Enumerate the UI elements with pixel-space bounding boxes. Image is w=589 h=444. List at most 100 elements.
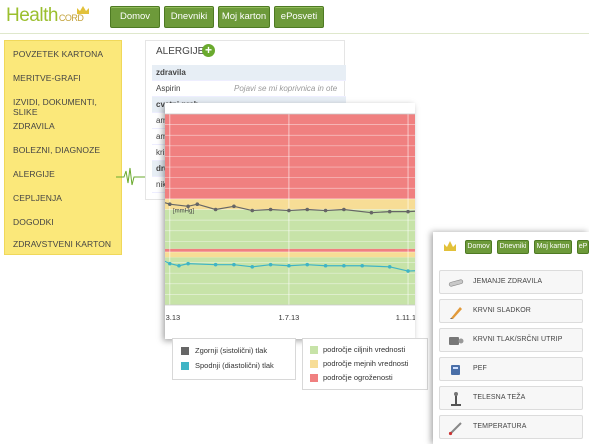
- sidebar-item-meritve[interactable]: MERITVE-GRAFI: [13, 73, 81, 83]
- menu-telesna-teza[interactable]: TELESNA TEŽA: [439, 386, 583, 410]
- data-point: [250, 208, 255, 213]
- thermometer-icon: [448, 422, 462, 436]
- pen-injector-icon: [450, 307, 462, 319]
- legend-swatch-diastolic: [181, 362, 189, 370]
- sidebar-item-zdravila[interactable]: ZDRAVILA: [13, 121, 55, 131]
- data-point: [305, 207, 310, 212]
- data-point: [186, 204, 190, 209]
- menu-krvni-sladkor[interactable]: KRVNI SLADKOR: [439, 299, 583, 323]
- mobile-app-panel: Domov Dnevniki Moj karton eP JEMANJE ZDR…: [433, 232, 589, 444]
- menu-jemanje-zdravila[interactable]: JEMANJE ZDRAVILA: [439, 270, 583, 294]
- menu-label: KRVNI SLADKOR: [473, 307, 531, 314]
- blood-pressure-cuff-icon: [449, 337, 464, 345]
- data-point: [195, 202, 200, 206]
- data-point: [250, 265, 255, 269]
- plot-border: [165, 113, 415, 306]
- logo-main-text: Health: [6, 5, 58, 26]
- allergy-label: kriš: [156, 148, 169, 157]
- mobile-nav-dnevniki[interactable]: Dnevniki: [497, 240, 529, 254]
- add-allergy-icon[interactable]: +: [202, 44, 215, 57]
- legend-danger-zone: področje ogroženosti: [323, 373, 393, 382]
- app-logo[interactable]: HealthCORD: [6, 5, 84, 27]
- zone-legend: področje ciljnih vrednosti področje mejn…: [302, 338, 428, 390]
- top-bar: HealthCORD Domov Dnevniki Moj karton ePo…: [0, 0, 589, 32]
- legend-target-zone: področje ciljnih vrednosti: [323, 345, 406, 354]
- chart-zone: [165, 251, 415, 258]
- nav-dnevniki-button[interactable]: Dnevniki: [164, 6, 214, 28]
- nav-domov-button[interactable]: Domov: [110, 6, 160, 28]
- legend-systolic: Zgornji (sistolični) tlak: [195, 346, 268, 355]
- peak-flow-meter-icon: [451, 365, 460, 375]
- data-point: [186, 261, 190, 266]
- data-point: [167, 202, 172, 206]
- mobile-nav-moj-karton[interactable]: Moj karton: [534, 240, 572, 254]
- chart-zone: [165, 198, 415, 210]
- allergy-row[interactable]: zdravila: [152, 65, 346, 81]
- data-point: [268, 262, 273, 267]
- allergy-label: amb: [156, 116, 172, 125]
- data-point: [268, 207, 273, 212]
- header-divider: [0, 33, 589, 34]
- sidebar-item-dogodki[interactable]: DOGODKI: [13, 217, 54, 227]
- data-point: [177, 263, 181, 268]
- sidebar-item-bolezni[interactable]: BOLEZNI, DIAGNOZE: [13, 145, 101, 155]
- sidebar-item-cepljenja[interactable]: CEPLJENJA: [13, 193, 63, 203]
- data-point: [213, 262, 218, 267]
- data-point: [323, 263, 328, 268]
- chart-zone: [165, 209, 415, 249]
- crown-icon: [444, 241, 456, 251]
- allergy-note: Pojavi se mi koprivnica in ote: [234, 84, 338, 93]
- data-point: [369, 210, 374, 215]
- mobile-nav-domov[interactable]: Domov: [465, 240, 492, 254]
- data-point: [213, 207, 218, 212]
- x-tick-label: 1.7.13: [278, 313, 299, 322]
- menu-label: PEF: [473, 365, 487, 372]
- allergy-label: Aspirin: [156, 84, 181, 93]
- data-point: [342, 207, 346, 212]
- data-point: [305, 262, 310, 267]
- data-point: [232, 204, 236, 209]
- legend-swatch-danger: [310, 374, 318, 382]
- blood-pressure-chart-card: 4050607080901001101201301401501601701801…: [165, 103, 415, 339]
- data-point: [232, 262, 236, 267]
- nav-moj-karton-button[interactable]: Moj karton: [218, 6, 270, 28]
- data-point: [387, 265, 392, 269]
- crown-icon: [77, 6, 89, 14]
- blood-pressure-chart: 4050607080901001101201301401501601701801…: [165, 113, 415, 322]
- x-tick-label: 1.3.13: [165, 313, 180, 322]
- legend-swatch-borderline: [310, 360, 318, 368]
- logo-small-text: CORD: [58, 13, 84, 23]
- scale-icon: [451, 392, 461, 406]
- mobile-nav-eposveti[interactable]: eP: [577, 240, 589, 254]
- legend-diastolic: Spodnji (diastolični) tlak: [195, 361, 274, 370]
- data-point: [360, 263, 365, 268]
- allergy-title: ALERGIJE: [156, 46, 205, 57]
- data-point: [406, 269, 410, 273]
- allergy-label: amb: [156, 132, 172, 141]
- data-point: [287, 208, 291, 213]
- pill-icon: [448, 279, 464, 287]
- chart-zone: [165, 248, 415, 252]
- y-axis-label: [mmHg]: [173, 209, 194, 215]
- menu-pef[interactable]: PEF: [439, 357, 583, 381]
- allergy-row[interactable]: Aspirin Pojavi se mi koprivnica in ote: [152, 81, 346, 97]
- series-legend: Zgornji (sistolični) tlak Spodnji (diast…: [172, 338, 296, 380]
- mobile-menu: JEMANJE ZDRAVILA KRVNI SLADKOR KRVNI TLA…: [439, 270, 583, 444]
- data-point: [342, 263, 346, 268]
- series-line-diastolic: [165, 260, 415, 272]
- sidebar-item-izvidi[interactable]: IZVIDI, DOKUMENTI, SLIKE: [13, 97, 97, 117]
- data-point: [323, 208, 328, 213]
- sidebar-item-zdravstveni-karton[interactable]: ZDRAVSTVENI KARTON: [13, 239, 112, 249]
- nav-eposveti-button[interactable]: ePosveti: [274, 6, 324, 28]
- sidebar: POVZETEK KARTONA MERITVE-GRAFI IZVIDI, D…: [4, 40, 122, 255]
- mobile-top-bar: Domov Dnevniki Moj karton eP: [433, 232, 589, 260]
- sidebar-item-alergije[interactable]: ALERGIJE: [13, 169, 55, 179]
- menu-krvni-tlak[interactable]: KRVNI TLAK/SRČNI UTRIP: [439, 328, 583, 352]
- data-point: [287, 263, 291, 268]
- allergy-label: zdravila: [156, 68, 186, 77]
- sidebar-item-povzetek[interactable]: POVZETEK KARTONA: [13, 49, 104, 59]
- allergy-label: nike: [156, 180, 171, 189]
- menu-temperatura[interactable]: TEMPERATURA: [439, 415, 583, 439]
- menu-label: TELESNA TEŽA: [473, 394, 526, 401]
- legend-swatch-target: [310, 346, 318, 354]
